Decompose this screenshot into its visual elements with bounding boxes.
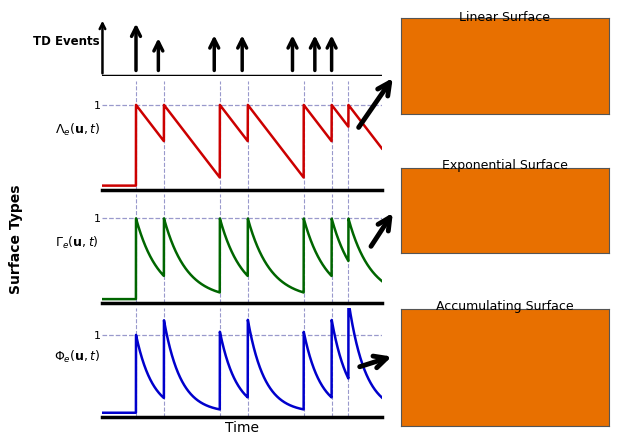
Text: Surface Types: Surface Types xyxy=(9,185,22,294)
Text: Accumulating Surface: Accumulating Surface xyxy=(436,300,573,313)
Text: $\Phi_e(\mathbf{u},t)$: $\Phi_e(\mathbf{u},t)$ xyxy=(54,349,101,365)
Text: TD Events: TD Events xyxy=(33,34,99,48)
Text: $\Gamma_e(\mathbf{u},t)$: $\Gamma_e(\mathbf{u},t)$ xyxy=(55,235,99,251)
Text: Exponential Surface: Exponential Surface xyxy=(442,159,568,172)
Text: Linear Surface: Linear Surface xyxy=(459,11,550,24)
Text: $\Lambda_e(\mathbf{u},t)$: $\Lambda_e(\mathbf{u},t)$ xyxy=(55,122,100,138)
X-axis label: Time: Time xyxy=(225,421,259,435)
